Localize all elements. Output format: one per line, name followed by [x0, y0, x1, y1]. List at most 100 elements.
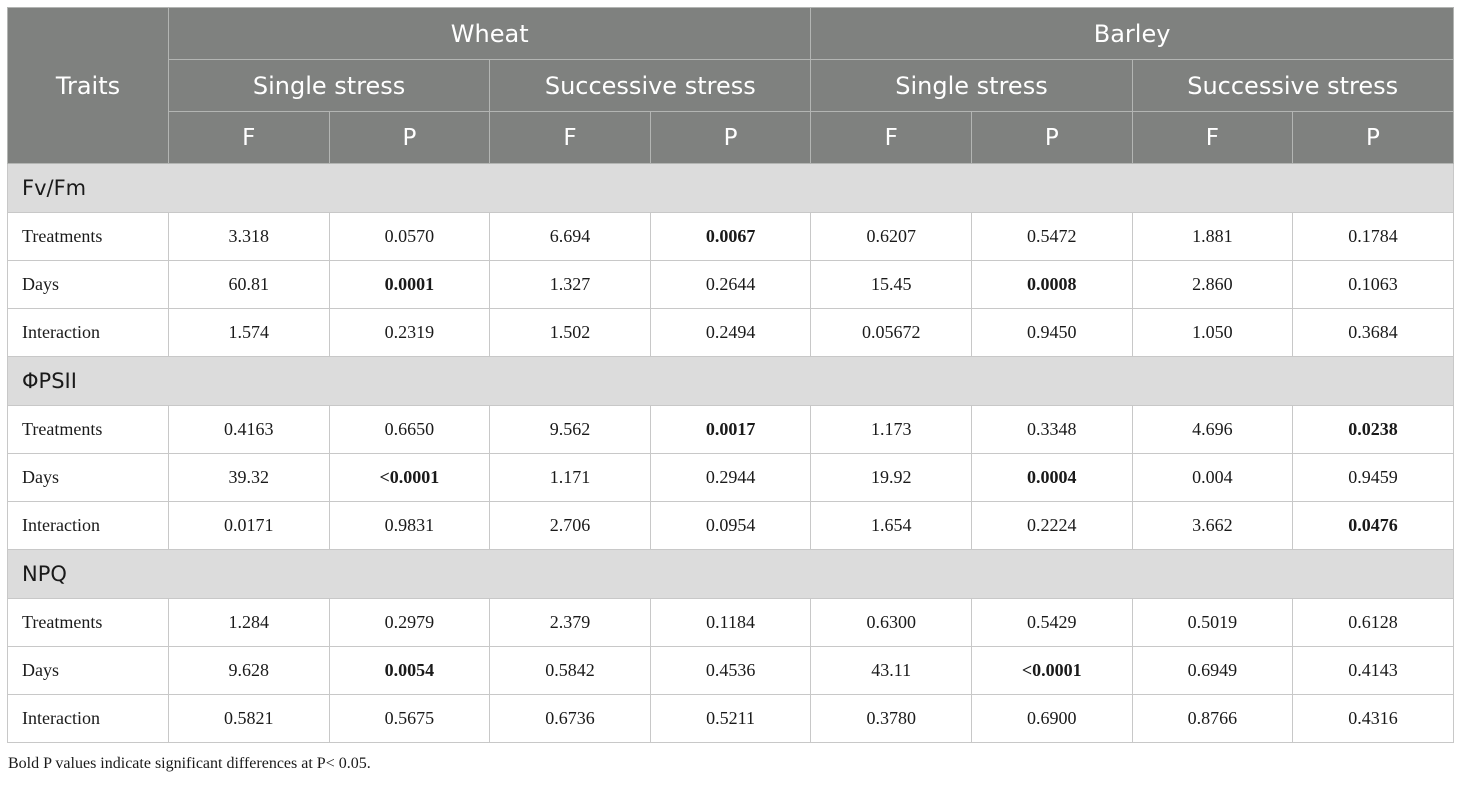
p-value-cell: 0.0008 — [970, 260, 1133, 309]
table-row: Treatments 3.318 0.0570 6.694 0.0067 0.6207 0.… — [7, 212, 1454, 261]
p-value-cell: 0.3684 — [1292, 308, 1454, 357]
row-label: Interaction — [7, 308, 169, 357]
p-value-cell: 0.0570 — [328, 212, 491, 261]
row-label: Treatments — [7, 212, 169, 261]
f-value-cell: 9.562 — [489, 405, 651, 454]
group-label: ΦPSII — [7, 356, 1454, 406]
p-value-cell: 0.4316 — [1292, 694, 1454, 743]
anova-table: Traits Wheat Barley Single stress Succes… — [7, 7, 1454, 743]
p-value-cell: <0.0001 — [970, 646, 1133, 695]
f-value-cell: 3.662 — [1131, 501, 1294, 550]
row-label: Days — [7, 646, 169, 695]
f-value-cell: 43.11 — [810, 646, 972, 695]
f-value-cell: 3.318 — [168, 212, 330, 261]
f-value-cell: 0.5821 — [168, 694, 330, 743]
f-value-cell: 1.327 — [489, 260, 651, 309]
p-value-cell: 0.2944 — [649, 453, 812, 502]
f-value-cell: 1.050 — [1131, 308, 1294, 357]
p-value-cell: 0.5211 — [649, 694, 812, 743]
p-value-cell: 0.5675 — [328, 694, 491, 743]
f-value-cell: 0.8766 — [1131, 694, 1294, 743]
p-value-cell: 0.0054 — [328, 646, 491, 695]
p-value-cell: 0.2319 — [328, 308, 491, 357]
p-value-cell: 0.4536 — [649, 646, 812, 695]
f-value-cell: 15.45 — [810, 260, 972, 309]
header-species-wheat: Wheat — [167, 7, 812, 60]
f-value-cell: 1.574 — [168, 308, 330, 357]
p-value-cell: 0.0004 — [970, 453, 1133, 502]
f-value-cell: 0.0171 — [168, 501, 330, 550]
header-row-stress: Single stress Successive stress Single s… — [8, 59, 1454, 112]
p-value-cell: 0.0476 — [1292, 501, 1454, 550]
p-value-cell: 0.0238 — [1292, 405, 1454, 454]
row-label: Treatments — [7, 405, 169, 454]
table-container: Traits Wheat Barley Single stress Succes… — [7, 7, 1454, 773]
row-label: Days — [7, 260, 169, 309]
table-row: Treatments 0.4163 0.6650 9.562 0.0017 1.173 0.… — [7, 405, 1454, 454]
row-label: Interaction — [7, 694, 169, 743]
header-stat-label: P — [649, 111, 812, 164]
header-traits: Traits — [7, 7, 169, 164]
header-stress-type: Successive stress — [489, 59, 812, 112]
p-value-cell: 0.6128 — [1292, 598, 1454, 647]
f-value-cell: 0.4163 — [168, 405, 330, 454]
f-value-cell: 0.004 — [1131, 453, 1294, 502]
group-label: NPQ — [7, 549, 1454, 599]
header-stat-label: P — [328, 111, 491, 164]
p-value-cell: 0.2224 — [970, 501, 1133, 550]
table-row: Days 9.628 0.0054 0.5842 0.4536 43.11 <0.0001 0… — [7, 646, 1454, 695]
p-value-cell: 0.5472 — [970, 212, 1133, 261]
table-row: Interaction 1.574 0.2319 1.502 0.2494 0.05672… — [7, 308, 1454, 357]
p-value-cell: 0.0954 — [649, 501, 812, 550]
p-value-cell: 0.2979 — [328, 598, 491, 647]
f-value-cell: 4.696 — [1131, 405, 1294, 454]
f-value-cell: 0.6207 — [810, 212, 972, 261]
header-row-stats: F P F P F P F P — [8, 111, 1454, 164]
f-value-cell: 19.92 — [810, 453, 972, 502]
group-row: NPQ — [7, 549, 1454, 599]
f-value-cell: 2.379 — [489, 598, 651, 647]
f-value-cell: 39.32 — [168, 453, 330, 502]
f-value-cell: 2.706 — [489, 501, 651, 550]
p-value-cell: 0.0017 — [649, 405, 812, 454]
f-value-cell: 1.171 — [489, 453, 651, 502]
p-value-cell: 0.1063 — [1292, 260, 1454, 309]
f-value-cell: 0.05672 — [810, 308, 972, 357]
f-value-cell: 1.502 — [489, 308, 651, 357]
p-value-cell: 0.0001 — [328, 260, 491, 309]
header-stat-label: P — [1292, 111, 1454, 164]
group-label: Fv/Fm — [7, 163, 1454, 213]
p-value-cell: 0.6650 — [328, 405, 491, 454]
header-stress-type: Single stress — [167, 59, 491, 112]
p-value-cell: <0.0001 — [328, 453, 491, 502]
p-value-cell: 0.2644 — [649, 260, 812, 309]
p-value-cell: 0.6900 — [970, 694, 1133, 743]
p-value-cell: 0.9459 — [1292, 453, 1454, 502]
header-stat-label: P — [970, 111, 1133, 164]
table-header: Traits Wheat Barley Single stress Succes… — [7, 7, 1454, 164]
group-row: ΦPSII — [7, 356, 1454, 406]
f-value-cell: 1.173 — [810, 405, 972, 454]
f-value-cell: 2.860 — [1131, 260, 1294, 309]
f-value-cell: 9.628 — [168, 646, 330, 695]
header-species-barley: Barley — [810, 7, 1454, 60]
f-value-cell: 0.3780 — [810, 694, 972, 743]
f-value-cell: 0.6949 — [1131, 646, 1294, 695]
p-value-cell: 0.1184 — [649, 598, 812, 647]
f-value-cell: 0.6300 — [810, 598, 972, 647]
p-value-cell: 0.9831 — [328, 501, 491, 550]
f-value-cell: 1.284 — [168, 598, 330, 647]
table-row: Days 60.81 0.0001 1.327 0.2644 15.45 0.0008 2.8… — [7, 260, 1454, 309]
header-stat-label: F — [168, 111, 330, 164]
row-label: Days — [7, 453, 169, 502]
group-row: Fv/Fm — [7, 163, 1454, 213]
header-stat-label: F — [810, 111, 972, 164]
p-value-cell: 0.9450 — [970, 308, 1133, 357]
header-stress-type: Successive stress — [1131, 59, 1454, 112]
p-value-cell: 0.2494 — [649, 308, 812, 357]
p-value-cell: 0.4143 — [1292, 646, 1454, 695]
p-value-cell: 0.5429 — [970, 598, 1133, 647]
row-label: Interaction — [7, 501, 169, 550]
f-value-cell: 0.5019 — [1131, 598, 1294, 647]
p-value-cell: 0.3348 — [970, 405, 1133, 454]
